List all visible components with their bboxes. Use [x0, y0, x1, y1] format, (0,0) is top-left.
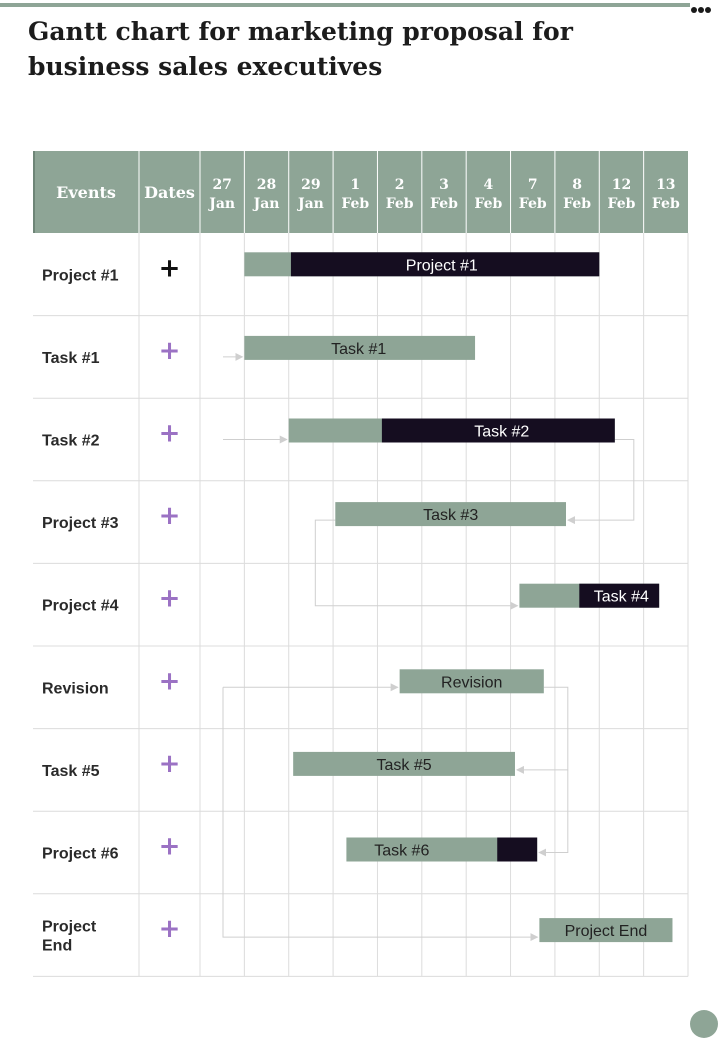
gantt-bar	[293, 751, 515, 776]
gantt-bar-segment	[381, 418, 615, 443]
plus-icon: +	[159, 501, 181, 531]
event-label: End	[42, 938, 72, 955]
date-header-day: 29	[301, 177, 320, 193]
plus-icon: +	[159, 749, 181, 779]
date-header-day: 13	[656, 177, 675, 193]
event-label: Project #6	[42, 846, 119, 863]
dependency-arrow	[567, 439, 635, 525]
event-label: Task #5	[42, 763, 100, 780]
date-header-month: Feb	[341, 196, 369, 212]
event-label: Project #1	[42, 267, 119, 284]
event-label: Project #3	[42, 515, 119, 532]
event-label: Project	[42, 919, 97, 936]
date-header-month: Feb	[386, 196, 414, 212]
gantt-chart: Events Dates 27 Jan 28 Jan 29 Jan 1 Feb 2 Feb 3 Feb 4 F…	[33, 151, 689, 977]
date-header-month: Jan	[252, 196, 280, 212]
bar-label: Task #4	[594, 589, 649, 606]
gantt-bar-segment	[579, 583, 660, 608]
header-background	[33, 151, 688, 233]
date-header-day: 27	[212, 177, 231, 193]
bar-label: Project #1	[406, 257, 478, 274]
dependency-arrow	[222, 687, 539, 942]
top-accent-line	[0, 3, 690, 7]
gantt-bar-segment	[290, 252, 600, 277]
date-header-month: Jan	[296, 196, 324, 212]
date-header-month: Feb	[563, 196, 591, 212]
date-header-month: Jan	[207, 196, 235, 212]
plus-icon: +	[159, 253, 181, 283]
date-header-day: 2	[395, 177, 405, 193]
date-header-month: Feb	[608, 196, 636, 212]
bar-label: Task #6	[374, 843, 429, 860]
bar-label: Task #1	[331, 341, 386, 358]
dates-column-header: Dates	[144, 183, 195, 202]
page-title: Gantt chart for marketing proposal for b…	[28, 17, 573, 81]
event-label: Revision	[42, 680, 109, 697]
plus-icon: +	[159, 832, 181, 862]
date-header-month: Feb	[474, 196, 502, 212]
date-header-day: 4	[483, 177, 493, 193]
page-indicator-circle	[690, 1010, 718, 1038]
gantt-bar	[539, 918, 673, 943]
dependency-arrow	[515, 686, 569, 774]
gantt-bar	[335, 502, 566, 527]
plus-icon: +	[159, 584, 181, 614]
bar-label: Task #3	[423, 507, 478, 524]
gantt-bar	[399, 669, 544, 694]
bar-label: Task #2	[474, 424, 529, 441]
date-header-month: Feb	[519, 196, 547, 212]
date-header-month: Feb	[652, 196, 680, 212]
event-label: Task #2	[42, 433, 100, 450]
date-header-day: 1	[350, 177, 360, 193]
gantt-bar-segment	[497, 837, 538, 862]
plus-icon: +	[159, 419, 181, 449]
more-options-icon[interactable]	[691, 0, 717, 13]
bar-label: Task #5	[377, 757, 432, 774]
events-column-header: Events	[56, 183, 116, 202]
plus-icon: +	[159, 336, 181, 366]
bar-label: Revision	[441, 674, 502, 691]
date-header-day: 8	[572, 177, 582, 193]
date-header-day: 3	[439, 177, 449, 193]
bar-label: Project End	[565, 923, 648, 940]
date-header-day: 12	[612, 177, 631, 193]
plus-icon: +	[159, 666, 181, 696]
plus-icon: +	[159, 914, 181, 944]
dependency-arrow	[314, 519, 519, 610]
date-header-day: 28	[257, 177, 276, 193]
dependency-arrow	[538, 769, 569, 857]
event-label: Project #4	[42, 598, 119, 615]
date-header-month: Feb	[430, 196, 458, 212]
event-label: Task #1	[42, 350, 100, 367]
date-header-day: 7	[528, 177, 538, 193]
gantt-bar	[244, 335, 476, 360]
